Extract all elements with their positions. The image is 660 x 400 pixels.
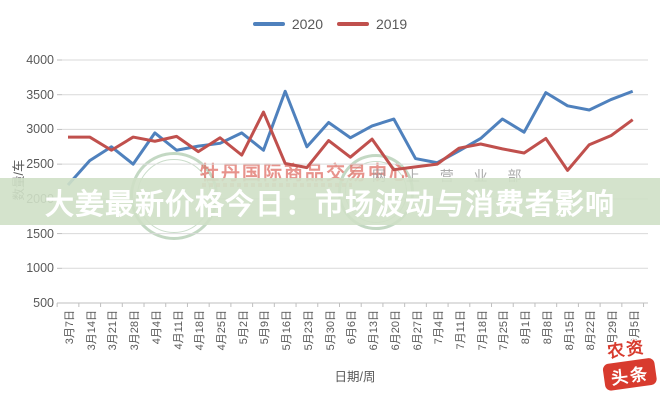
x-axis-label: 3月14日 <box>85 310 98 351</box>
legend-label: 2020 <box>291 16 323 32</box>
series-2020-line <box>66 89 634 186</box>
x-axis-title: 日期/周 <box>334 370 376 384</box>
headline-text: 大姜最新价格今日：市场波动与消费者影响 <box>44 188 615 221</box>
legend-label: 2019 <box>376 16 408 32</box>
x-axis-label: 8月8日 <box>541 310 554 345</box>
x-axis-label: 5月16日 <box>281 310 294 351</box>
legend-item-2020: 2020 <box>252 16 323 32</box>
x-axis-label: 4月25日 <box>216 310 229 351</box>
y-axis-label: 500 <box>33 296 54 310</box>
headline-banner: 大姜最新价格今日：市场波动与消费者影响 <box>0 178 660 225</box>
y-axis-label: 2500 <box>26 157 54 172</box>
x-axis-label: 5月2日 <box>237 310 250 345</box>
x-axis-label: 6月27日 <box>411 310 424 351</box>
x-axis-label: 4月18日 <box>194 310 207 351</box>
x-axis-label: 3月7日 <box>64 310 76 345</box>
x-axis-label: 3月21日 <box>107 310 120 351</box>
x-axis-label: 5月30日 <box>324 310 337 351</box>
series-2019-line <box>68 110 634 172</box>
legend-item-2019: 2019 <box>337 16 407 32</box>
y-axis-label: 1000 <box>26 261 54 276</box>
x-axis-label: 4月4日 <box>150 310 163 345</box>
x-axis-label: 6月6日 <box>346 310 359 345</box>
x-axis-label: 7月11日 <box>454 310 467 350</box>
legend-swatch-icon <box>252 22 285 26</box>
x-axis-label: 7月4日 <box>433 310 446 345</box>
nongzi-toutiao-logo: 农资 头条 <box>599 332 658 392</box>
y-axis-label: 4000 <box>26 53 54 67</box>
x-axis-label: 6月13日 <box>368 310 381 351</box>
x-axis-label: 8月15日 <box>563 310 576 351</box>
x-axis-label: 3月28日 <box>129 310 142 351</box>
x-axis-label: 7月25日 <box>498 310 511 351</box>
x-axis-label: 6月20日 <box>389 310 402 351</box>
x-axis-label: 8月1日 <box>520 310 533 345</box>
y-axis-label: 3000 <box>26 122 54 137</box>
y-axis-label: 1500 <box>26 226 54 241</box>
x-axis-label: 5月23日 <box>302 310 315 351</box>
x-axis-label: 4月11日 <box>172 310 185 350</box>
x-axis-label: 7月18日 <box>476 310 489 351</box>
y-axis-label: 3500 <box>26 87 54 102</box>
x-axis-label: 5月9日 <box>259 310 272 345</box>
legend-swatch-icon <box>337 22 369 26</box>
x-axis-label: 8月22日 <box>585 310 598 351</box>
chart-legend: 2020 2019 <box>0 16 660 32</box>
